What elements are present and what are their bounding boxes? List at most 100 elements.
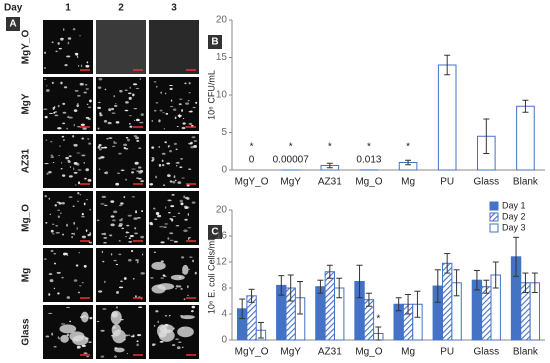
cell <box>134 161 139 165</box>
micrograph-bg <box>43 20 93 74</box>
cell <box>57 127 62 130</box>
cell <box>125 231 130 234</box>
x-tick-label: AZ31 <box>318 177 342 188</box>
y-tick-label: 8 <box>221 283 227 294</box>
cell <box>98 77 103 81</box>
cell <box>59 212 62 214</box>
row-label: Glass <box>21 318 32 346</box>
cell <box>78 181 80 185</box>
cell <box>56 201 61 203</box>
cell <box>48 112 54 114</box>
cell <box>182 117 185 120</box>
x-tick-label: Glass <box>474 177 500 188</box>
day-label: Day <box>4 3 23 14</box>
cell <box>159 341 164 343</box>
cell <box>73 167 75 171</box>
cluster <box>180 315 195 320</box>
cell <box>125 178 127 181</box>
cell <box>128 241 133 243</box>
cell <box>157 320 159 324</box>
cell <box>85 199 89 201</box>
cell <box>62 139 66 141</box>
cell <box>133 119 136 122</box>
column-label: 3 <box>171 3 177 14</box>
cell <box>151 146 155 149</box>
cell <box>77 291 81 294</box>
cell <box>55 225 59 227</box>
cell <box>139 170 144 173</box>
cell <box>194 271 197 275</box>
cell <box>191 136 196 139</box>
cell <box>167 174 171 177</box>
cell <box>195 101 198 104</box>
cell <box>137 334 142 337</box>
cell <box>178 285 182 288</box>
cell <box>151 120 154 122</box>
cell <box>149 183 154 186</box>
cell <box>128 237 131 239</box>
micrograph <box>149 191 199 245</box>
cell <box>178 341 182 343</box>
cell <box>119 218 123 222</box>
error-bar <box>414 290 421 318</box>
cell <box>81 235 86 238</box>
cell <box>77 103 79 105</box>
cell <box>62 174 66 177</box>
micrograph <box>43 248 93 302</box>
cell <box>48 273 53 275</box>
cell <box>188 92 191 94</box>
x-tick-label: AZ31 <box>318 347 342 358</box>
cell <box>123 277 127 280</box>
cell <box>113 140 116 143</box>
cell <box>118 253 122 256</box>
cell <box>192 106 196 109</box>
cell <box>159 225 164 228</box>
error-bar <box>326 264 333 279</box>
cell <box>45 85 48 87</box>
cell <box>139 121 144 124</box>
cell <box>97 145 101 149</box>
cell <box>181 346 184 349</box>
micrograph-bg <box>96 134 146 188</box>
x-tick-label: Blank <box>513 347 539 358</box>
cell <box>161 152 166 155</box>
cell <box>76 104 80 108</box>
cell <box>57 292 60 295</box>
cell <box>53 345 57 348</box>
cell <box>58 337 60 340</box>
cell <box>100 203 105 205</box>
cell <box>134 232 138 235</box>
cell <box>187 294 190 297</box>
cell <box>60 161 63 164</box>
cell <box>178 103 182 106</box>
cell <box>50 156 55 158</box>
cluster <box>114 347 125 353</box>
cell <box>48 197 50 200</box>
cell <box>179 98 183 100</box>
cell <box>175 148 178 151</box>
cell <box>85 64 90 68</box>
significance-marker: * <box>328 142 332 153</box>
cell <box>118 225 123 227</box>
cell <box>68 175 73 178</box>
cell <box>57 209 61 212</box>
cell <box>62 122 66 125</box>
cell <box>119 89 123 93</box>
cell <box>118 204 123 207</box>
cell <box>135 136 139 140</box>
cell <box>187 237 190 240</box>
cell <box>77 65 80 67</box>
cell <box>183 195 186 199</box>
cell <box>57 41 60 45</box>
cell <box>111 107 115 111</box>
x-tick-label: Blank <box>513 177 539 188</box>
cell <box>60 37 64 41</box>
cell <box>69 320 72 323</box>
cell <box>59 145 61 147</box>
cell <box>130 249 134 253</box>
cell <box>133 135 137 137</box>
cell <box>66 333 70 337</box>
cell <box>76 55 79 59</box>
cell <box>58 47 62 50</box>
